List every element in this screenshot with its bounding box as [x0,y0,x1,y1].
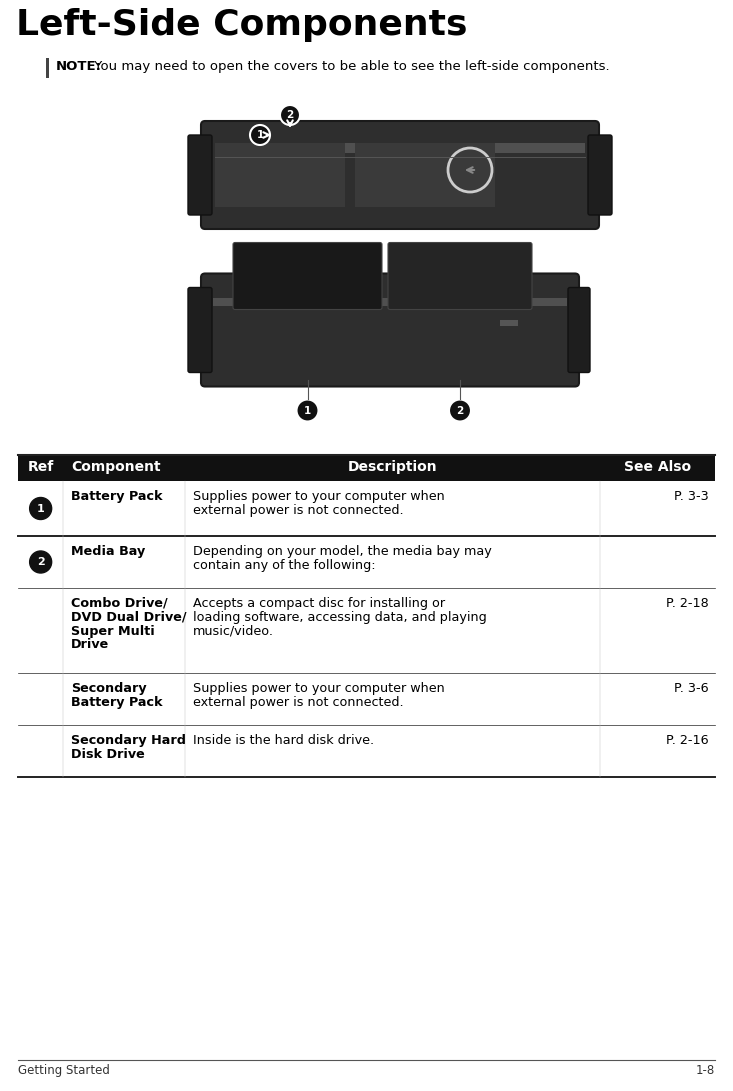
Text: Getting Started: Getting Started [18,1064,110,1077]
Text: Component: Component [71,460,161,473]
Text: Secondary: Secondary [71,682,147,695]
Circle shape [297,399,319,421]
Text: 2: 2 [457,406,464,416]
Text: P. 2-16: P. 2-16 [666,734,709,747]
FancyBboxPatch shape [188,135,212,215]
Text: Media Bay: Media Bay [71,546,146,558]
FancyBboxPatch shape [388,242,532,310]
FancyBboxPatch shape [201,121,599,229]
Text: Battery Pack: Battery Pack [71,490,163,503]
Text: Battery Pack: Battery Pack [71,696,163,709]
Bar [213,298,567,305]
Text: Left-Side Components: Left-Side Components [16,8,468,41]
Text: 1-8: 1-8 [696,1064,715,1077]
Text: music/video.: music/video. [194,625,274,637]
Text: 2: 2 [37,558,45,567]
Circle shape [280,105,300,125]
Text: Depending on your model, the media bay may: Depending on your model, the media bay m… [194,546,492,558]
Text: contain any of the following:: contain any of the following: [194,559,376,572]
Text: Supplies power to your computer when: Supplies power to your computer when [194,682,445,695]
FancyBboxPatch shape [588,135,612,215]
Bar [18,455,715,481]
Text: Inside is the hard disk drive.: Inside is the hard disk drive. [194,734,375,747]
FancyBboxPatch shape [201,274,579,386]
Text: 1: 1 [304,406,311,416]
FancyBboxPatch shape [233,242,382,310]
Text: Combo Drive/: Combo Drive/ [71,597,168,610]
Text: P. 3-6: P. 3-6 [674,682,709,695]
Circle shape [250,125,270,145]
Text: 1: 1 [257,130,264,140]
FancyBboxPatch shape [568,288,590,372]
Bar [355,143,495,207]
Circle shape [449,399,471,421]
Text: loading software, accessing data, and playing: loading software, accessing data, and pl… [194,611,487,624]
Bar [46,58,49,77]
Text: Accepts a compact disc for installing or: Accepts a compact disc for installing or [194,597,446,610]
Bar [215,143,345,207]
Bar [500,320,518,325]
Text: external power is not connected.: external power is not connected. [194,504,404,517]
Text: 1: 1 [37,504,45,514]
Circle shape [29,497,51,519]
Text: 2: 2 [287,110,294,120]
Text: Super Multi: Super Multi [71,625,155,637]
Text: P. 2-18: P. 2-18 [666,597,709,610]
Circle shape [29,551,51,573]
Text: Ref: Ref [28,460,54,473]
Text: NOTE:: NOTE: [56,60,102,73]
Text: Disk Drive: Disk Drive [71,747,145,760]
Text: P. 3-3: P. 3-3 [674,490,709,503]
Text: DVD Dual Drive/: DVD Dual Drive/ [71,611,187,624]
Text: See Also: See Also [624,460,691,473]
FancyBboxPatch shape [188,288,212,372]
Text: external power is not connected.: external power is not connected. [194,696,404,709]
Text: Secondary Hard: Secondary Hard [71,734,186,747]
Text: Supplies power to your computer when: Supplies power to your computer when [194,490,445,503]
Text: You may need to open the covers to be able to see the left-side components.: You may need to open the covers to be ab… [90,60,610,73]
Text: Drive: Drive [71,638,109,651]
Bar [215,143,585,153]
Text: Description: Description [348,460,438,473]
